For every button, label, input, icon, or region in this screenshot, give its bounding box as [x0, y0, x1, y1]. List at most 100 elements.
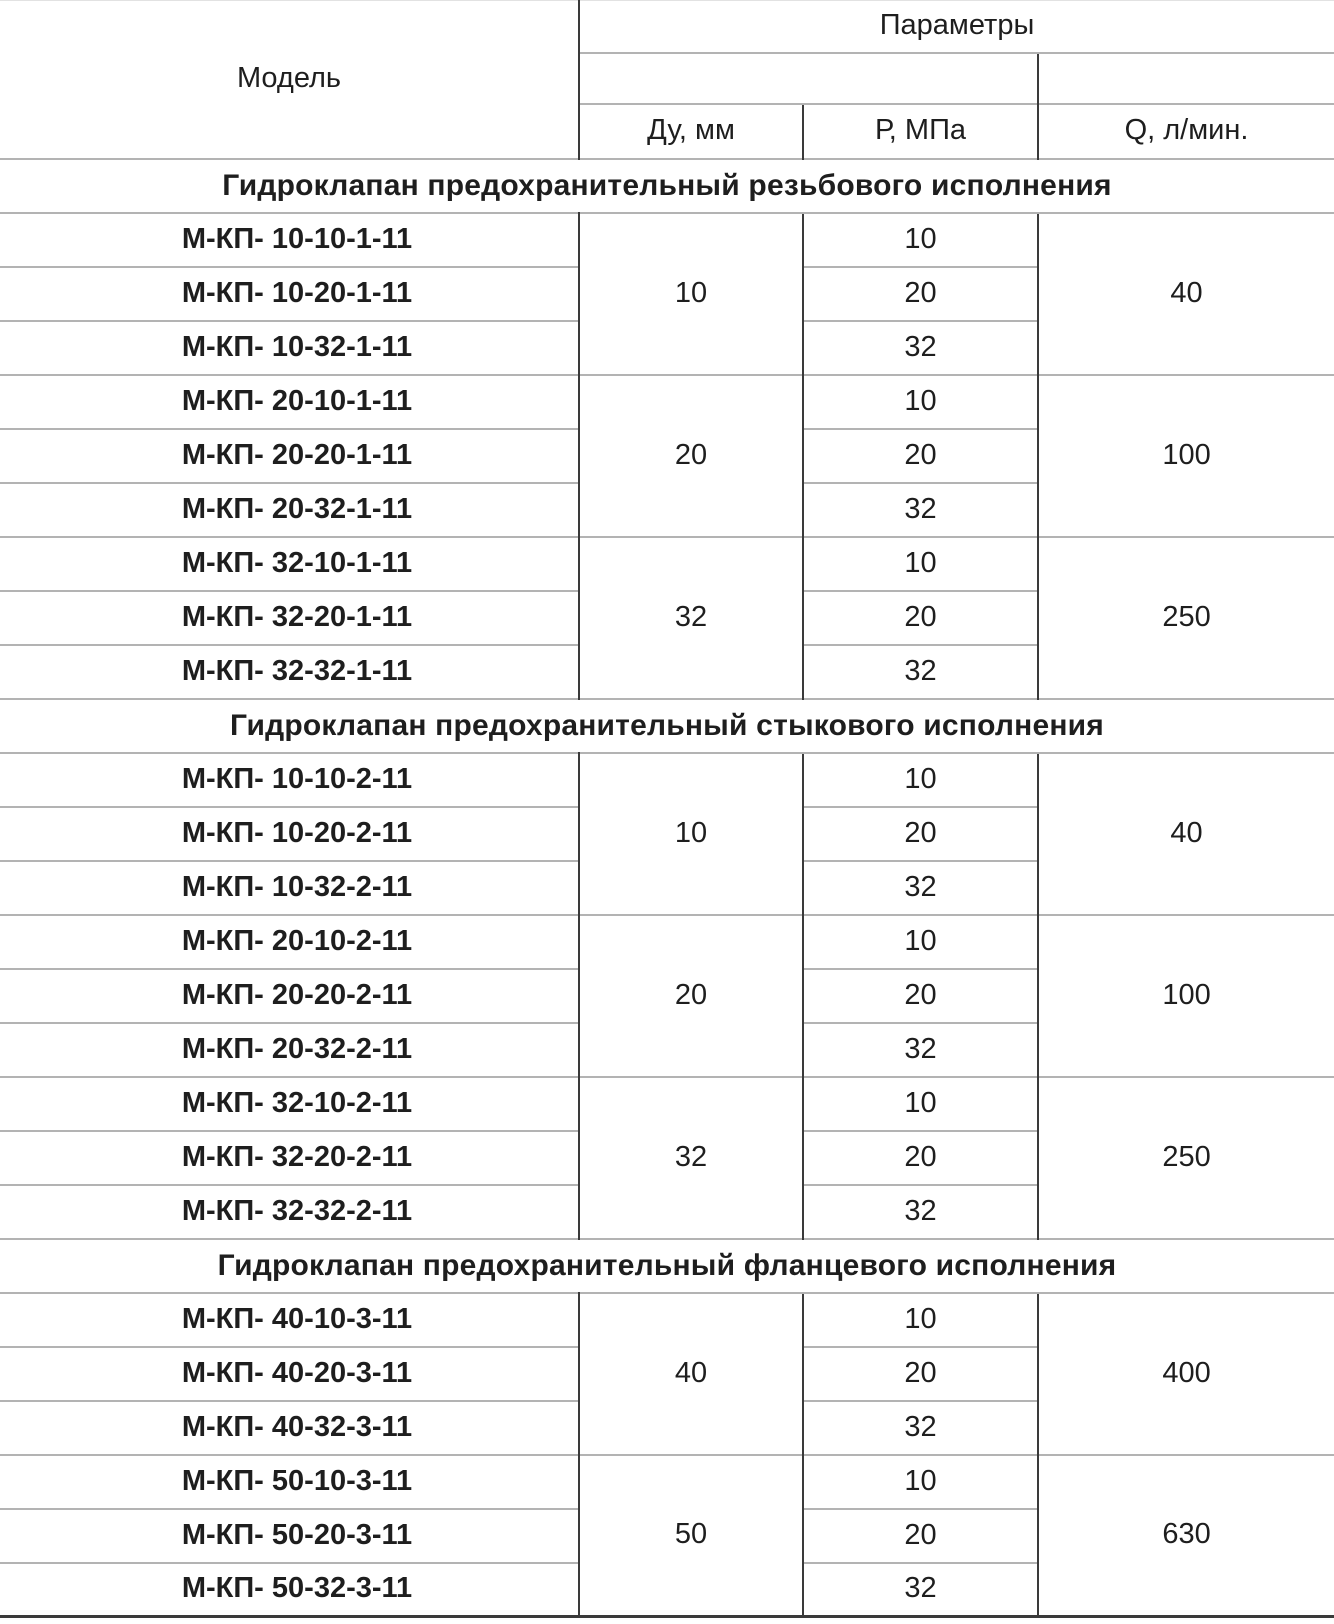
du-cell: 32	[579, 1075, 803, 1239]
model-cell: М-КП- 32-20-2-11	[0, 1129, 580, 1185]
p-cell: 20	[802, 1507, 1038, 1563]
model-column-header: Модель	[0, 0, 580, 159]
table-row: М-КП- 32-10-1-11 32 10 250	[0, 535, 1334, 699]
table-row: М-КП- 40-20-3-11 20	[0, 1345, 1334, 1401]
model-cell: М-КП- 20-20-2-11	[0, 967, 580, 1023]
p-cell: 20	[802, 589, 1038, 645]
section-title: Гидроклапан предохранительный стыкового …	[0, 697, 1334, 753]
model-cell: М-КП- 10-32-2-11	[0, 859, 580, 915]
model-cell: М-КП- 20-10-2-11	[0, 913, 580, 969]
q-cell: 250	[1036, 1075, 1334, 1239]
p-cell: 32	[802, 859, 1038, 915]
section-row: Гидроклапан предохранительный фланцевого…	[0, 1237, 1334, 1293]
q-cell: 630	[1036, 1453, 1334, 1617]
p-cell: 32	[802, 319, 1038, 375]
section-row: Гидроклапан предохранительный стыкового …	[0, 697, 1334, 753]
table-row: М-КП- 20-10-1-11 20 10 100	[0, 373, 1334, 537]
p-cell: 10	[802, 373, 1038, 429]
du-cell: 20	[579, 913, 803, 1077]
table-row: М-КП- 20-20-1-11 20	[0, 427, 1334, 483]
table-row: М-КП- 10-20-1-11 20	[0, 265, 1334, 321]
table-row: М-КП- 50-10-3-11 50 10 630	[0, 1453, 1334, 1617]
p-cell: 20	[802, 805, 1038, 861]
du-cell: 32	[579, 535, 803, 699]
model-cell: М-КП- 32-20-1-11	[0, 589, 580, 645]
q-cell: 100	[1036, 373, 1334, 537]
du-cell: 20	[579, 373, 803, 537]
p-cell: 10	[802, 1453, 1038, 1509]
model-cell: М-КП- 20-20-1-11	[0, 427, 580, 483]
p-cell: 32	[802, 481, 1038, 537]
q-cell: 40	[1036, 211, 1334, 375]
p-cell: 32	[802, 1183, 1038, 1239]
du-cell: 50	[579, 1453, 803, 1617]
parameters-header: Параметры	[879, 9, 1035, 42]
col-header-du: Ду, мм	[579, 102, 803, 159]
col-header-q: Q, л/мин.	[1036, 102, 1334, 159]
p-cell: 20	[802, 1129, 1038, 1185]
q-cell: 100	[1036, 913, 1334, 1077]
p-cell: 20	[802, 265, 1038, 321]
table-row: М-КП- 50-20-3-11 20	[0, 1507, 1334, 1563]
table-row: М-КП- 40-10-3-11 40 10 400	[0, 1291, 1334, 1455]
table-row: М-КП- 32-32-2-11 32	[0, 1183, 1334, 1239]
model-cell: М-КП- 40-10-3-11	[0, 1291, 580, 1347]
table-row: М-КП- 10-32-1-11 32	[0, 319, 1334, 375]
model-cell: М-КП- 10-10-1-11	[0, 211, 580, 267]
table-row: М-КП- 32-32-1-11 32	[0, 643, 1334, 699]
model-cell: М-КП- 32-10-1-11	[0, 535, 580, 591]
table-row: М-КП- 32-10-2-11 32 10 250	[0, 1075, 1334, 1239]
p-cell: 10	[802, 1075, 1038, 1131]
q-cell: 250	[1036, 535, 1334, 699]
p-cell: 32	[802, 1561, 1038, 1617]
table-row: М-КП- 20-20-2-11 20	[0, 967, 1334, 1023]
model-cell: М-КП- 50-10-3-11	[0, 1453, 580, 1509]
model-cell: М-КП- 32-32-1-11	[0, 643, 580, 699]
table-row: М-КП- 40-32-3-11 32	[0, 1399, 1334, 1455]
col-header-p: Р, МПа	[802, 102, 1038, 159]
model-cell: М-КП- 40-32-3-11	[0, 1399, 580, 1455]
p-cell: 10	[802, 535, 1038, 591]
p-cell: 10	[802, 751, 1038, 807]
p-cell: 10	[802, 913, 1038, 969]
model-cell: М-КП- 20-32-2-11	[0, 1021, 580, 1077]
empty-header-cell	[579, 51, 1038, 104]
section-title: Гидроклапан предохранительный фланцевого…	[0, 1237, 1334, 1293]
model-cell: М-КП- 50-32-3-11	[0, 1561, 580, 1617]
model-cell: М-КП- 10-20-2-11	[0, 805, 580, 861]
du-cell: 10	[579, 211, 803, 375]
model-cell: М-КП- 20-32-1-11	[0, 481, 580, 537]
p-cell: 20	[802, 427, 1038, 483]
section-title: Гидроклапан предохранительный резьбового…	[0, 157, 1334, 213]
table-row: М-КП- 20-32-2-11 32	[0, 1021, 1334, 1077]
model-cell: М-КП- 20-10-1-11	[0, 373, 580, 429]
model-cell: М-КП- 40-20-3-11	[0, 1345, 580, 1401]
p-cell: 20	[802, 967, 1038, 1023]
table-row: М-КП- 32-20-2-11 20	[0, 1129, 1334, 1185]
du-cell: 40	[579, 1291, 803, 1455]
table-row: М-КП- 10-10-2-11 10 10 40	[0, 751, 1334, 915]
table-row: М-КП- 32-20-1-11 20	[0, 589, 1334, 645]
p-cell: 10	[802, 1291, 1038, 1347]
model-cell: М-КП- 32-32-2-11	[0, 1183, 580, 1239]
q-cell: 40	[1036, 751, 1334, 915]
table-row: М-КП- 10-20-2-11 20	[0, 805, 1334, 861]
model-cell: М-КП- 10-32-1-11	[0, 319, 580, 375]
q-cell: 400	[1036, 1291, 1334, 1455]
table-row: М-КП- 10-32-2-11 32	[0, 859, 1334, 915]
du-cell: 10	[579, 751, 803, 915]
empty-header-cell	[1036, 51, 1334, 104]
model-cell: М-КП- 10-10-2-11	[0, 751, 580, 807]
p-cell: 20	[802, 1345, 1038, 1401]
model-cell: М-КП- 50-20-3-11	[0, 1507, 580, 1563]
p-cell: 10	[802, 211, 1038, 267]
table-row: М-КП- 10-10-1-11 10 10 40	[0, 211, 1334, 375]
model-cell: М-КП- 10-20-1-11	[0, 265, 580, 321]
p-cell: 32	[802, 1399, 1038, 1455]
table-row: М-КП- 20-32-1-11 32	[0, 481, 1334, 537]
table-row: М-КП- 50-32-3-11 32	[0, 1561, 1334, 1617]
table-row: М-КП- 20-10-2-11 20 10 100	[0, 913, 1334, 1077]
p-cell: 32	[802, 1021, 1038, 1077]
